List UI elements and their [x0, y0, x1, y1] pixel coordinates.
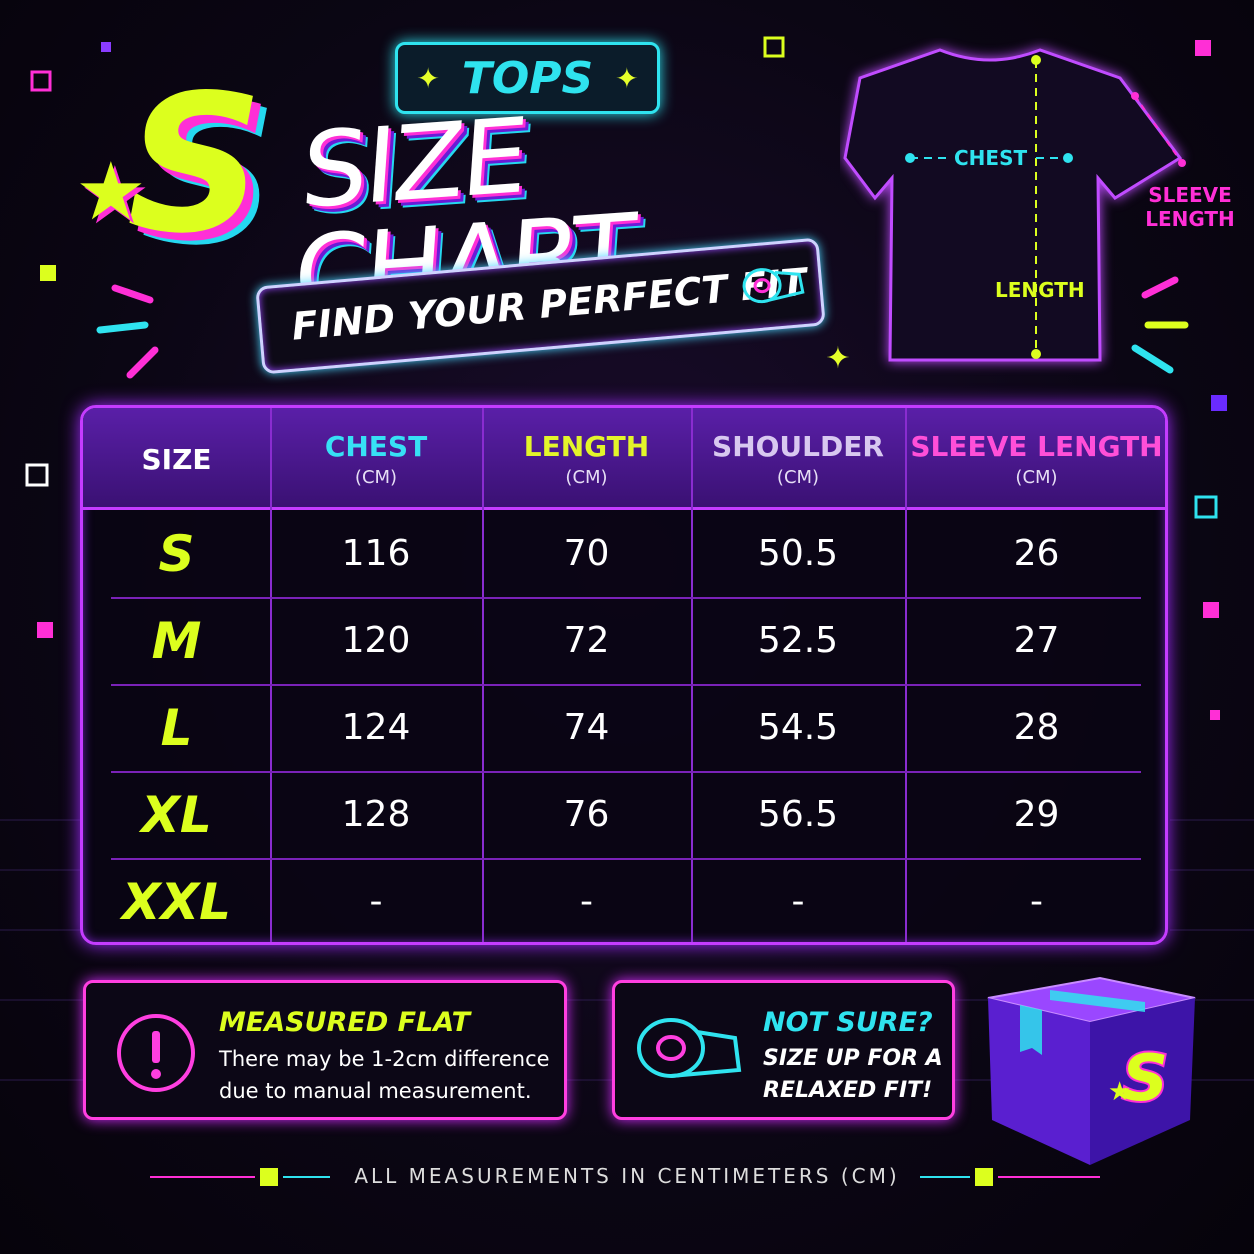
column-name: SLEEVE LENGTH — [910, 430, 1163, 463]
column-unit: (CM) — [776, 467, 820, 488]
table-cell: 56.5 — [757, 794, 839, 835]
badge-text: TOPS — [461, 52, 594, 104]
table-cell: 52.5 — [757, 620, 839, 661]
row-divider — [111, 771, 1141, 773]
chest-label: CHEST — [950, 146, 1032, 170]
size-label: XL — [141, 785, 212, 844]
column-unit: (CM) — [1015, 467, 1058, 488]
marker — [1031, 349, 1041, 359]
deco-square — [30, 70, 52, 92]
table-cell: 124 — [341, 707, 411, 748]
column-divider — [270, 408, 272, 942]
burst — [96, 276, 1189, 379]
table-cell: 26 — [1013, 533, 1060, 574]
note-title: MEASURED FLAT — [219, 1007, 471, 1038]
box-star: ★ — [1108, 1077, 1131, 1107]
deco-square — [763, 36, 785, 58]
deco-square — [1211, 395, 1227, 411]
deco-square — [40, 265, 56, 281]
column-name: SIZE — [141, 442, 212, 476]
table-cell: - — [1030, 881, 1043, 922]
table-cell: 50.5 — [757, 533, 839, 574]
column-divider — [905, 408, 907, 942]
deco-square — [101, 42, 111, 52]
row-divider — [111, 684, 1141, 686]
size-label: M — [151, 611, 202, 670]
column-unit: (CM) — [354, 467, 398, 488]
logo: S — [126, 54, 264, 275]
table-cell: 72 — [563, 620, 610, 661]
marker — [1031, 55, 1041, 65]
table-cell: 70 — [563, 533, 610, 574]
deco-square — [1210, 710, 1220, 720]
table-cell: 54.5 — [757, 707, 839, 748]
column-unit: (CM) — [565, 467, 608, 488]
shirt-outline — [843, 48, 1183, 362]
sparkle: ✦ — [416, 61, 440, 95]
table-cell: - — [580, 881, 593, 922]
table-cell: 116 — [341, 533, 411, 574]
column-name: LENGTH — [523, 430, 650, 463]
size-label: XXL — [122, 872, 231, 931]
tape-icon — [742, 268, 805, 304]
table-cell: 128 — [341, 794, 411, 835]
column-header: SHOULDER (CM) — [691, 408, 905, 510]
box-illustration: S ★ — [987, 976, 1196, 1165]
size-table: SIZE CHEST (CM) LENGTH (CM) SHOULDER (CM) SLEEV… — [80, 405, 1168, 945]
marker — [905, 153, 915, 163]
table-cell: - — [791, 881, 805, 922]
table-header-bg — [83, 408, 1165, 510]
column-header: SIZE — [83, 408, 270, 510]
footer: ALL MEASUREMENTS IN CENTIMETERS (CM) — [354, 1164, 900, 1188]
deco-square — [1195, 40, 1211, 56]
note-text: There may be 1-2cm difference due to man… — [219, 1047, 550, 1103]
subtitle-banner: FIND YOUR PERFECT FIT — [255, 237, 826, 375]
column-divider — [691, 408, 693, 942]
box-logo: S — [1122, 1042, 1168, 1116]
deco-square — [37, 622, 53, 638]
row-divider — [111, 597, 1141, 599]
table-cell: 120 — [341, 620, 411, 661]
size-label: L — [160, 698, 193, 757]
note-card: NOT SURE? SIZE UP FOR A RELAXED FIT! — [612, 980, 955, 1120]
sleeve-line — [1134, 95, 1183, 164]
note-card: MEASURED FLAT There may be 1-2cm differe… — [83, 980, 567, 1120]
logo-star: ★ — [75, 145, 147, 238]
sparkle: ✦ — [615, 61, 639, 95]
column-header: SLEEVE LENGTH (CM) — [905, 408, 1165, 510]
deco-square — [25, 463, 49, 487]
length-label: LENGTH — [995, 278, 1085, 302]
table-cell: 74 — [563, 707, 610, 748]
marker — [1131, 92, 1139, 100]
sleeve-label: SLEEVE LENGTH — [1145, 183, 1235, 231]
column-divider — [482, 408, 484, 942]
table-cell: 28 — [1013, 707, 1060, 748]
table-cell: 29 — [1013, 794, 1060, 835]
deco-square — [1203, 602, 1219, 618]
deco-square — [1194, 495, 1218, 519]
column-name: CHEST — [324, 430, 428, 463]
column-header: CHEST (CM) — [270, 408, 482, 510]
deco-square — [975, 1168, 993, 1186]
size-label: S — [158, 524, 195, 583]
row-divider — [111, 858, 1141, 860]
badge: ✦ TOPS ✦ — [395, 42, 660, 114]
note-text: SIZE UP FOR A RELAXED FIT! — [763, 1046, 943, 1103]
table-cell: - — [369, 881, 383, 922]
table-cell: 76 — [563, 794, 610, 835]
marker — [1063, 153, 1073, 163]
alert-icon — [117, 1014, 195, 1092]
shirt-diagram — [843, 48, 1186, 362]
column-name: SHOULDER — [712, 430, 884, 463]
column-header: LENGTH (CM) — [482, 408, 691, 510]
marker — [1178, 159, 1186, 167]
note-title: NOT SURE? — [763, 1007, 933, 1038]
deco-square — [260, 1168, 278, 1186]
sparkle: ✦ — [825, 341, 850, 376]
table-cell: 27 — [1013, 620, 1060, 661]
tape-icon — [637, 1018, 742, 1078]
